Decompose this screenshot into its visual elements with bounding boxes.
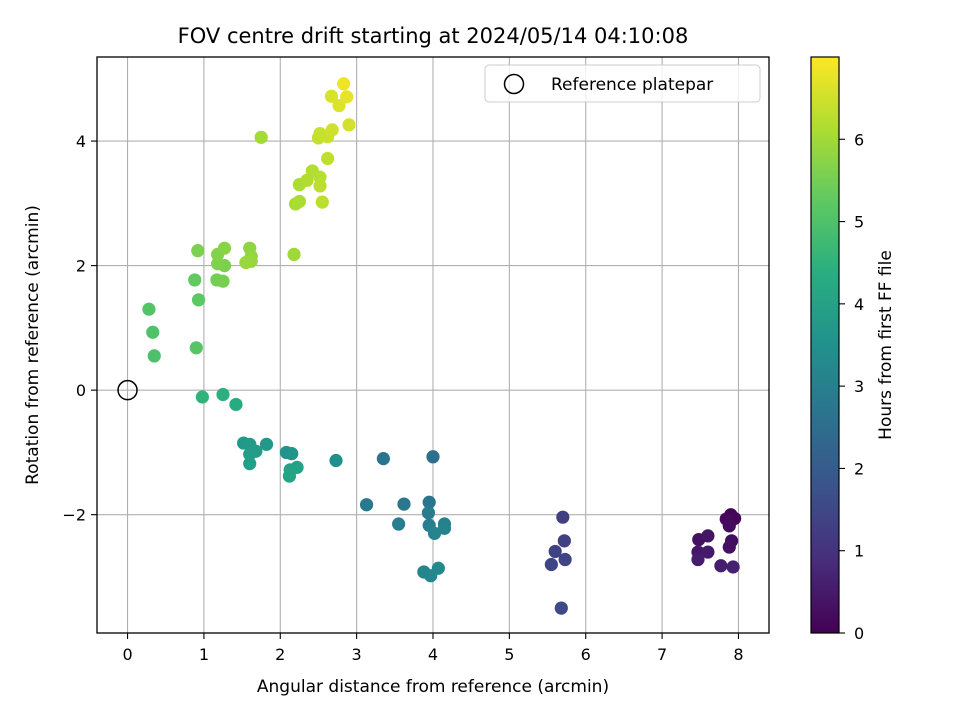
scatter-point (254, 130, 268, 144)
scatter-point (217, 241, 232, 255)
scatter-point (259, 437, 274, 451)
scatter-point (431, 561, 445, 575)
colorbar-tick-label: 6 (854, 130, 864, 149)
scatter-point (332, 98, 346, 113)
legend-label: Reference platepar (551, 75, 713, 95)
colorbar-tick-label: 1 (854, 542, 864, 561)
x-tick-label: 2 (275, 645, 285, 664)
scatter-point (211, 257, 225, 271)
scatter-point (195, 390, 209, 404)
legend-reference-marker (503, 73, 525, 95)
colorbar-gradient (810, 56, 840, 634)
scatter-point (243, 457, 257, 471)
x-tick-label: 5 (504, 645, 514, 664)
scatter-point (691, 552, 705, 567)
scatter-point (340, 90, 354, 104)
colorbar-tick-label: 5 (854, 213, 864, 232)
legend: Reference platepar (484, 64, 761, 103)
scatter-point (325, 123, 339, 137)
scatter-point (189, 341, 203, 355)
x-tick-label: 3 (352, 645, 362, 664)
scatter-point (422, 495, 436, 509)
scatter-point (701, 545, 715, 559)
colorbar-tick-label: 3 (854, 377, 864, 396)
scatter-point (342, 118, 356, 132)
scatter-point (216, 274, 230, 288)
scatter-point (397, 497, 411, 511)
scatter-point (239, 255, 253, 270)
reference-platepar-marker (117, 379, 138, 401)
x-tick-label: 1 (199, 645, 209, 664)
colorbar-ticks: 0 1 2 3 4 5 6 (839, 130, 864, 643)
scatter-point (558, 552, 572, 567)
scatter-point (714, 559, 728, 573)
data-points (142, 77, 742, 615)
colorbar-tick-label: 2 (854, 459, 864, 478)
legend-box (484, 64, 761, 103)
scatter-point (282, 469, 297, 483)
scatter-point (427, 526, 442, 540)
x-tick-label: 8 (733, 645, 743, 664)
scatter-point (437, 521, 452, 535)
scatter-point (324, 89, 339, 103)
scatter-point (337, 77, 351, 91)
scatter-point (722, 540, 736, 554)
scatter-point (147, 349, 161, 363)
y-axis-ticks: −2 0 2 4 (62, 132, 97, 525)
scatter-point (556, 510, 570, 524)
scatter-point (726, 560, 740, 574)
plot-frame (96, 56, 770, 634)
y-axis-label: Rotation from reference (arcmin) (23, 205, 43, 485)
x-tick-label: 6 (581, 645, 591, 664)
x-tick-label: 0 (122, 645, 132, 664)
scatter-point (392, 517, 406, 531)
reference-marker-layer (117, 379, 138, 401)
scatter-point (359, 498, 374, 512)
scatter-point (701, 529, 715, 543)
scatter-point (557, 534, 571, 548)
colorbar-label: Hours from first FF file (876, 250, 896, 440)
colorbar: 0 1 2 3 4 5 6 Hours from first FF file (810, 56, 896, 643)
scatter-point (191, 244, 205, 258)
scatter-point (287, 247, 301, 261)
y-tick-label: 4 (76, 132, 86, 151)
scatter-point (321, 151, 335, 166)
chart-title: FOV centre drift starting at 2024/05/14 … (178, 24, 689, 48)
scatter-point (376, 452, 390, 466)
x-tick-label: 4 (428, 645, 438, 664)
scatter-point (292, 194, 306, 209)
scatter-point (548, 544, 562, 559)
y-tick-label: 0 (76, 381, 86, 400)
scatter-point (229, 397, 243, 412)
x-tick-label: 7 (657, 645, 667, 664)
scatter-point (188, 273, 202, 287)
scatter-point (313, 179, 327, 193)
scatter-point (544, 557, 558, 572)
scatter-point (554, 601, 568, 615)
scatter-point (426, 450, 440, 464)
scatter-point (722, 519, 736, 533)
x-axis-ticks: 0 1 2 3 4 5 6 7 8 (122, 633, 744, 664)
scatter-point (421, 506, 436, 520)
y-tick-label: 2 (76, 257, 86, 276)
scatter-point (329, 453, 343, 468)
scatter-point (216, 387, 230, 402)
x-axis-label: Angular distance from reference (arcmin) (257, 677, 609, 697)
scatter-point (142, 302, 156, 316)
scatter-point (285, 447, 299, 461)
colorbar-tick-label: 4 (854, 295, 864, 314)
scatter-point (191, 293, 206, 307)
scatter-point (243, 447, 257, 461)
scatter-point (315, 195, 329, 209)
y-tick-label: −2 (62, 506, 86, 525)
scatter-point (146, 325, 160, 339)
colorbar-tick-label: 0 (854, 624, 864, 643)
